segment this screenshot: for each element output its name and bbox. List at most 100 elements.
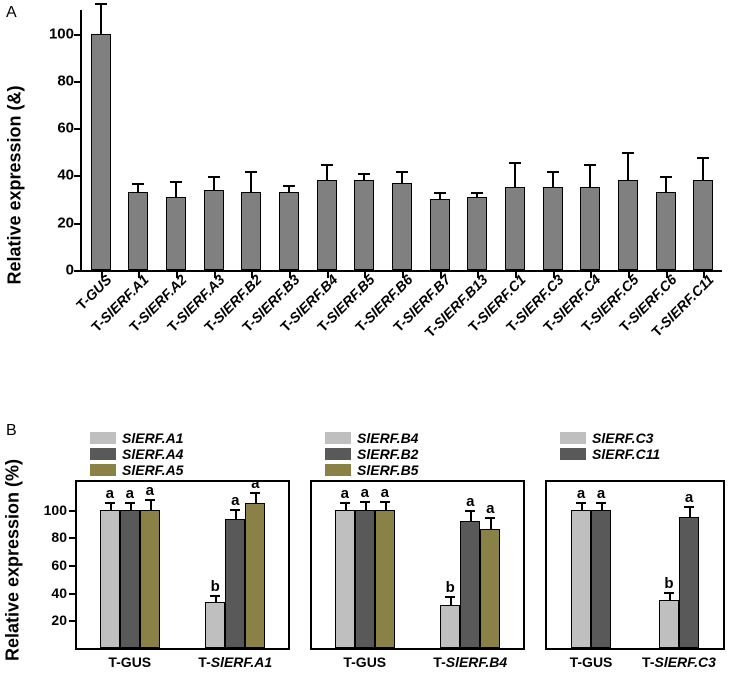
panel-b-y-tick-label: 60: [32, 557, 67, 573]
panel-b-y-tick: [69, 565, 77, 567]
panel-a-y-tick: [74, 175, 82, 177]
panel-a-bar: [279, 10, 299, 270]
panel-b-label: B: [6, 422, 17, 440]
panel-b-x-label: T-GUS: [108, 654, 151, 670]
panel-b-subplot: aaaT-GUSbaaT-SlERF.B4: [310, 480, 525, 650]
panel-b-error-cap: [576, 502, 586, 504]
panel-a-error-stem: [363, 175, 365, 180]
panel-b-bar: [679, 517, 699, 648]
panel-b-x-label: T-SlERF.C3: [642, 654, 716, 670]
panel-b-bar: [335, 510, 355, 648]
panel-b-x-label: T-GUS: [343, 654, 386, 670]
panel-a-error-stem: [627, 154, 629, 180]
panel-b-sig-letter: b: [664, 575, 673, 592]
panel-b-y-tick-label: 100: [32, 502, 67, 518]
panel-a-y-tick-label: 80: [42, 72, 74, 89]
panel-a-y-tick-label: 60: [42, 120, 74, 137]
panel-b-legend-item: SlERF.C11: [560, 446, 660, 462]
panel-b-legend: SlERF.A1SlERF.A4SlERF.A5: [90, 430, 183, 478]
panel-a-error-cap: [208, 176, 220, 178]
panel-b-y-tick: [69, 593, 77, 595]
panel-b-bar: [245, 503, 265, 648]
panel-a-error-cap: [584, 164, 596, 166]
panel-b: Relative expression (%) 20406080100aaaT-…: [50, 430, 740, 690]
panel-b-error-stem: [601, 504, 603, 510]
panel-b-x-label: T-SlERF.A1: [198, 654, 272, 670]
panel-a-error-stem: [288, 187, 290, 192]
panel-a-error-stem: [665, 178, 667, 192]
panel-a-y-tick: [74, 223, 82, 225]
panel-b-x-label: T-GUS: [570, 654, 613, 670]
panel-b-y-tick: [69, 620, 77, 622]
panel-a-y-axis-label: Relative expression (&): [5, 85, 26, 284]
panel-b-bar: [100, 510, 120, 648]
panel-b-subplot: 20406080100aaaT-GUSbaaT-SlERF.A1: [75, 480, 290, 650]
panel-b-bar: [140, 510, 160, 648]
panel-b-bar: [355, 510, 375, 648]
panel-a-error-cap: [547, 171, 559, 173]
panel-b-sig-letter: b: [211, 578, 220, 595]
panel-b-legend-text: SlERF.A1: [122, 430, 183, 446]
panel-b-legend-swatch: [560, 448, 586, 460]
panel-a-error-stem: [439, 194, 441, 199]
panel-b-error-stem: [130, 504, 132, 510]
panel-a-error-cap: [660, 176, 672, 178]
panel-a-bar-rect: [354, 180, 374, 270]
panel-b-error-cap: [596, 502, 606, 504]
panel-b-error-cap: [664, 592, 674, 594]
panel-b-legend-text: SlERF.B2: [357, 446, 418, 462]
panel-a-error-cap: [245, 171, 257, 173]
panel-a-bar: [580, 10, 600, 270]
panel-b-legend-text: SlERF.B5: [357, 462, 418, 478]
panel-a-error-cap: [471, 192, 483, 194]
panel-b-error-stem: [365, 503, 367, 510]
panel-a-error-cap: [434, 192, 446, 194]
panel-b-sig-letter: a: [486, 500, 494, 517]
panel-a-error-stem: [137, 185, 139, 192]
panel-a-error-stem: [476, 194, 478, 196]
panel-a-label: A: [6, 4, 17, 22]
panel-b-bar: [375, 510, 395, 648]
figure: A B Relative expression (&) 020406080100…: [0, 0, 756, 699]
panel-a-bar-rect: [204, 190, 224, 270]
panel-a-error-cap: [622, 152, 634, 154]
panel-a-error-stem: [100, 5, 102, 33]
panel-a-y-tick-label: 20: [42, 214, 74, 231]
panel-b-sig-letter: a: [146, 482, 154, 499]
panel-b-sig-letter: a: [381, 484, 389, 501]
panel-b-y-tick-label: 20: [32, 612, 67, 628]
panel-b-legend: SlERF.C3SlERF.C11: [560, 430, 660, 462]
panel-b-error-cap: [684, 506, 694, 508]
panel-b-error-cap: [250, 492, 260, 494]
panel-a-bar: [543, 10, 563, 270]
panel-b-y-axis-label: Relative expression (%): [3, 459, 24, 661]
panel-a-error-stem: [589, 166, 591, 187]
panel-b-error-stem: [215, 597, 217, 603]
panel-b-x-label: T-SlERF.B4: [433, 654, 507, 670]
panel-a-error-stem: [514, 164, 516, 188]
panel-a-bar-rect: [430, 199, 450, 270]
panel-b-legend-swatch: [90, 464, 116, 476]
panel-a-bar-rect: [166, 197, 186, 270]
panel-b-error-stem: [470, 512, 472, 520]
panel-b-error-stem: [490, 519, 492, 529]
panel-b-y-tick-label: 40: [32, 585, 67, 601]
panel-b-y-tick: [69, 510, 77, 512]
panel-b-error-stem: [669, 594, 671, 600]
panel-b-sig-letter: a: [685, 489, 693, 506]
panel-a-y-tick: [74, 34, 82, 36]
panel-b-error-cap: [380, 501, 390, 503]
panel-a-error-stem: [401, 173, 403, 182]
panel-b-error-stem: [255, 494, 257, 502]
panel-a-error-stem: [326, 166, 328, 180]
panel-b-error-cap: [230, 509, 240, 511]
panel-b-legend-text: SlERF.B4: [357, 430, 418, 446]
panel-a-bar-rect: [656, 192, 676, 270]
panel-b-error-cap: [465, 510, 475, 512]
panel-a-bar-rect: [279, 192, 299, 270]
panel-a-bar-rect: [241, 192, 261, 270]
panel-a-bar-rect: [91, 34, 111, 270]
panel-a-bar: [430, 10, 450, 270]
panel-a-error-stem: [552, 173, 554, 187]
panel-b-error-cap: [105, 502, 115, 504]
